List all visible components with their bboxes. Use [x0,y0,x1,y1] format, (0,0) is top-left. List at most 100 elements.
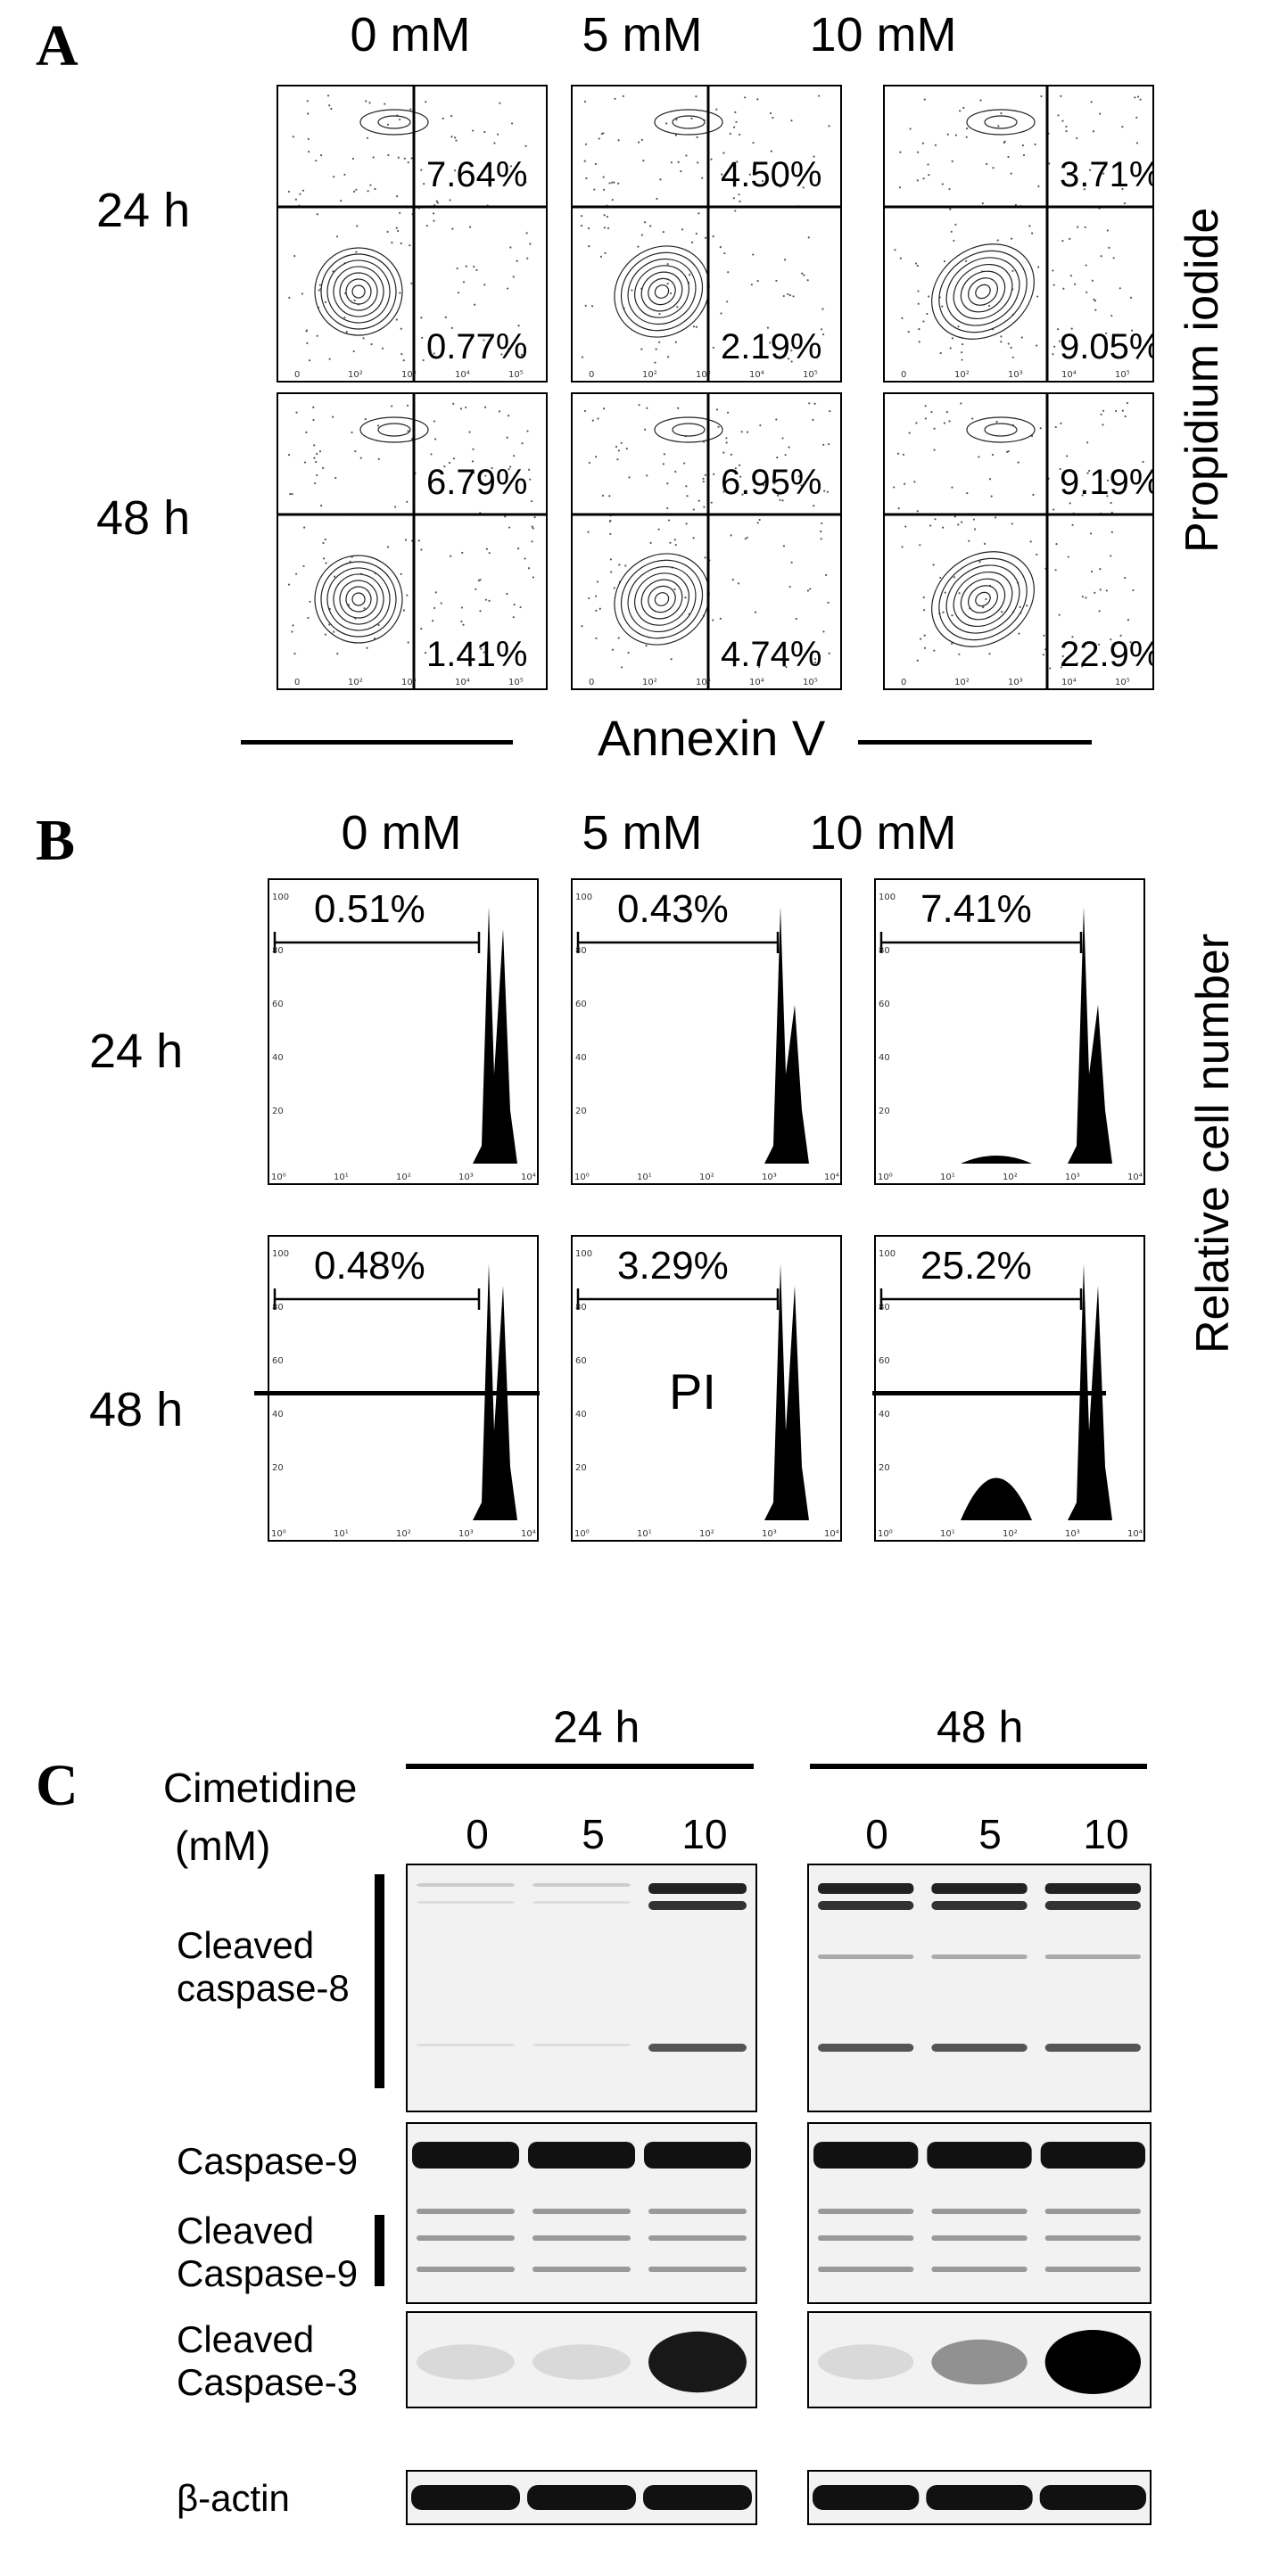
subg1-percentage: 0.51% [314,887,425,931]
lower-right-percentage: 4.74% [721,635,822,674]
svg-text:10⁴: 10⁴ [455,678,470,687]
cleaved-caspase8-blot [406,1864,757,2112]
svg-text:100: 100 [879,893,896,902]
annexin-pi-plot: 0 10² 10³ 10⁴ 10⁵ 4.50% 2.19% [571,85,842,383]
svg-text:10⁵: 10⁵ [508,370,524,380]
panel-b-col-10mM: 10 mM [809,806,957,860]
svg-text:80: 80 [879,946,890,956]
panel-a-letter: A [36,13,78,78]
svg-text:10³: 10³ [1065,1529,1080,1539]
label-cleaved-caspase9: Cleaved Caspase-9 [177,2210,359,2294]
svg-text:10⁴: 10⁴ [455,370,470,380]
svg-text:10⁰: 10⁰ [574,1173,590,1182]
svg-text:10⁴: 10⁴ [749,678,764,687]
panel-c-time-48h: 48 h [937,1702,1024,1752]
svg-text:20: 20 [272,1463,284,1473]
svg-text:10²: 10² [699,1173,714,1182]
svg-text:0: 0 [589,678,594,687]
svg-text:10²: 10² [954,678,970,687]
svg-text:10¹: 10¹ [637,1529,652,1539]
svg-text:10⁵: 10⁵ [508,678,524,687]
panel-c-48h-bar [810,1764,1147,1769]
svg-text:10⁴: 10⁴ [749,370,764,380]
subg1-percentage: 0.48% [314,1244,425,1288]
svg-text:80: 80 [575,1303,587,1313]
panel-b-col-0mM: 0 mM [341,806,462,860]
caspase9-blot [807,2122,1152,2304]
panel-c-unit-label: (mM) [175,1823,271,1869]
svg-text:10¹: 10¹ [940,1529,955,1539]
upper-right-percentage: 9.19% [1060,463,1154,502]
lower-right-percentage: 2.19% [721,327,822,366]
pi-histogram: 10⁰ 10¹ 10² 10³ 10⁴ 100 80 60 40 20 25.2% [874,1235,1145,1542]
label-beta-actin: β-actin [177,2477,290,2519]
panel-a-col-5mM: 5 mM [582,8,703,62]
svg-text:10¹: 10¹ [334,1173,349,1182]
annexin-pi-plot: 0 10² 10³ 10⁴ 10⁵ 7.64% 0.77% [277,85,548,383]
panel-b-col-5mM: 5 mM [582,806,703,860]
panel-a-x-axis-label: Annexin V [598,710,826,766]
svg-text:0: 0 [294,370,300,380]
pi-histogram: 10⁰ 10¹ 10² 10³ 10⁴ 100 80 60 40 20 0.48% [268,1235,539,1542]
svg-text:100: 100 [575,1249,592,1259]
svg-text:10⁴: 10⁴ [1061,678,1077,687]
svg-text:60: 60 [272,1356,284,1366]
panel-c-letter: C [36,1753,78,1818]
cleaved-caspase8-bracket [375,1874,384,2088]
svg-text:10⁴: 10⁴ [1127,1529,1143,1539]
lane-label-24h-5: 5 [582,1811,605,1857]
svg-text:60: 60 [272,1000,284,1009]
svg-text:0: 0 [901,370,906,380]
svg-text:20: 20 [575,1463,587,1473]
svg-text:60: 60 [879,1356,890,1366]
svg-text:10²: 10² [699,1529,714,1539]
svg-text:10⁰: 10⁰ [878,1173,893,1182]
svg-text:60: 60 [575,1000,587,1009]
svg-text:100: 100 [575,893,592,902]
svg-text:40: 40 [879,1410,890,1420]
upper-right-percentage: 4.50% [721,155,822,194]
pi-histogram: 10⁰ 10¹ 10² 10³ 10⁴ 100 80 60 40 20 7.41% [874,878,1145,1185]
svg-text:10²: 10² [348,370,363,380]
svg-text:0: 0 [901,678,906,687]
svg-text:10²: 10² [954,370,970,380]
svg-text:10⁴: 10⁴ [521,1529,536,1539]
svg-text:10⁴: 10⁴ [521,1173,536,1182]
svg-text:10⁵: 10⁵ [1115,678,1130,687]
pi-histogram: 10⁰ 10¹ 10² 10³ 10⁴ 100 80 60 40 20 0.51% [268,878,539,1185]
svg-text:80: 80 [575,946,587,956]
svg-text:10²: 10² [396,1529,411,1539]
svg-text:60: 60 [879,1000,890,1009]
svg-text:20: 20 [272,1107,284,1116]
pi-histogram: 10⁰ 10¹ 10² 10³ 10⁴ 100 80 60 40 20 3.29% [571,1235,842,1542]
svg-text:10⁵: 10⁵ [803,678,818,687]
svg-text:40: 40 [272,1053,284,1063]
svg-text:80: 80 [272,1303,284,1313]
panel-a-row-48h: 48 h [96,491,191,545]
svg-text:10⁵: 10⁵ [1115,370,1130,380]
svg-text:10³: 10³ [1065,1173,1080,1182]
lower-right-percentage: 9.05% [1060,327,1154,366]
svg-text:100: 100 [272,893,289,902]
panel-b-y-axis-label: Relative cell number [1187,933,1239,1354]
svg-text:10²: 10² [348,678,363,687]
svg-text:20: 20 [879,1107,890,1116]
pi-histogram: 10⁰ 10¹ 10² 10³ 10⁴ 100 80 60 40 20 0.43% [571,878,842,1185]
label-cleaved-caspase8: Cleaved caspase-8 [177,1924,350,2009]
annexin-pi-plot: 0 10² 10³ 10⁴ 10⁵ 6.95% 4.74% [571,392,842,690]
svg-text:10⁴: 10⁴ [824,1529,839,1539]
svg-text:0: 0 [589,370,594,380]
svg-text:10³: 10³ [762,1529,777,1539]
cleaved-caspase9-bracket [375,2215,384,2286]
svg-text:10³: 10³ [696,370,711,380]
lower-right-percentage: 0.77% [426,327,528,366]
svg-text:10³: 10³ [762,1173,777,1182]
lane-label-48h-10: 10 [1083,1811,1129,1857]
svg-text:10²: 10² [1003,1173,1018,1182]
upper-right-percentage: 7.64% [426,155,528,194]
svg-text:10³: 10³ [401,370,417,380]
panel-a-y-axis-label: Propidium iodide [1176,207,1228,553]
panel-c-treatment-label: Cimetidine [163,1765,358,1811]
svg-text:10⁴: 10⁴ [824,1173,839,1182]
label-caspase9: Caspase-9 [177,2140,359,2182]
